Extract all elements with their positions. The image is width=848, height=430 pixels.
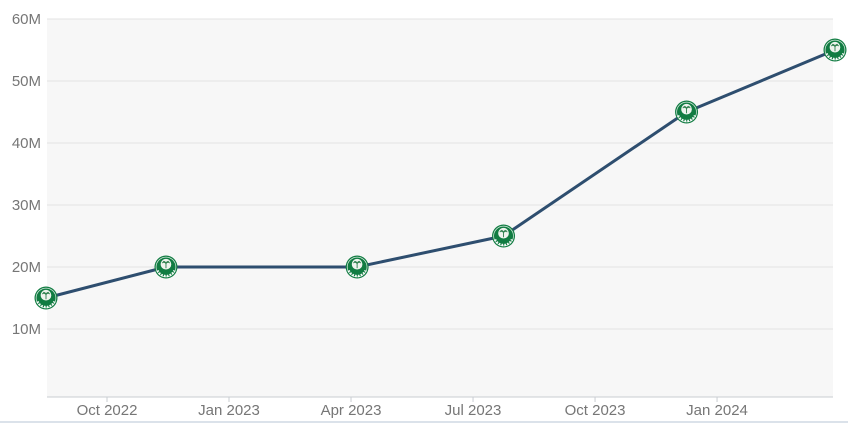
y-axis-label: 50M	[12, 73, 41, 90]
palmeiras-crest-marker[interactable]	[492, 224, 516, 248]
y-axis-label: 60M	[12, 11, 41, 28]
plot-area	[47, 19, 833, 397]
y-axis-label: 40M	[12, 135, 41, 152]
x-axis-label: Apr 2023	[321, 402, 382, 419]
x-axis-label: Oct 2022	[77, 402, 138, 419]
palmeiras-crest-marker[interactable]	[675, 100, 699, 124]
crest-ring	[346, 256, 368, 278]
palmeiras-crest-marker[interactable]	[823, 38, 847, 62]
data-line	[44, 48, 837, 300]
crest-ring	[824, 39, 846, 61]
palm-tree-icon	[161, 260, 171, 269]
palmeiras-crest-marker[interactable]	[154, 255, 178, 279]
palm-tree-icon	[682, 105, 691, 114]
x-axis-label: Jan 2023	[198, 402, 260, 419]
palm-tree-icon	[352, 260, 362, 269]
crest-ring	[35, 287, 57, 309]
palmeiras-crest-marker[interactable]	[345, 255, 369, 279]
x-axis-label: Oct 2023	[565, 402, 626, 419]
y-axis-label: 20M	[12, 259, 41, 276]
crest-ring	[155, 256, 177, 278]
palm-tree-icon	[41, 291, 51, 300]
y-axis-label: 30M	[12, 197, 41, 214]
crest-ring	[676, 101, 697, 123]
x-axis-label: Jan 2024	[686, 402, 748, 419]
palmeiras-crest-marker[interactable]	[34, 286, 58, 310]
palm-tree-icon	[499, 229, 508, 238]
palm-tree-icon	[830, 43, 840, 52]
x-axis-label: Jul 2023	[445, 402, 502, 419]
crest-ring	[493, 225, 514, 247]
y-axis-label: 10M	[12, 321, 41, 338]
